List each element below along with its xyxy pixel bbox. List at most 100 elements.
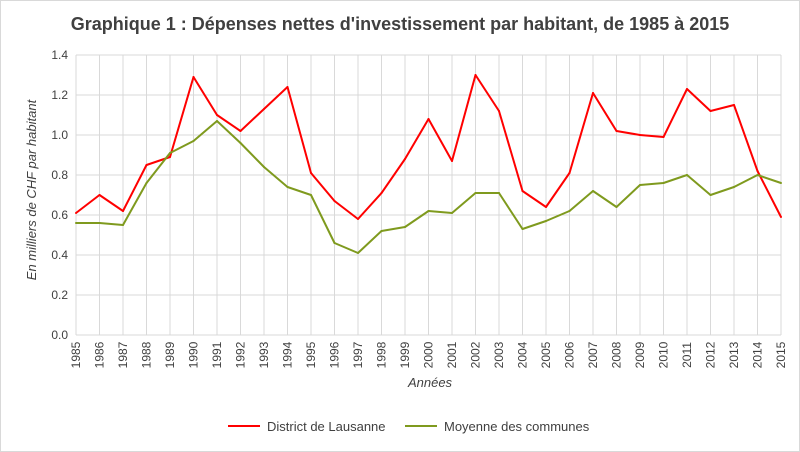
x-tick-label: 2014 [751, 341, 765, 368]
data-point [333, 242, 336, 244]
x-tick-label: 2003 [492, 341, 506, 368]
data-point [733, 104, 735, 106]
data-point [239, 142, 242, 144]
x-tick-label: 1987 [116, 341, 130, 368]
data-point [427, 210, 430, 212]
x-tick-label: 1986 [93, 341, 107, 368]
y-tick-label: 0.6 [51, 208, 68, 222]
data-point [310, 194, 312, 196]
x-tick-label: 2005 [539, 341, 553, 368]
x-tick-label: 1994 [281, 341, 295, 368]
data-point [216, 120, 218, 122]
data-point [333, 200, 336, 202]
data-point [380, 230, 383, 232]
data-point [145, 164, 148, 166]
x-tick-label: 1997 [351, 341, 365, 368]
data-point [263, 166, 265, 168]
data-point [169, 156, 171, 158]
data-point [239, 130, 242, 132]
data-point [686, 88, 688, 90]
x-tick-label: 2001 [445, 341, 459, 368]
data-point [216, 114, 218, 116]
x-tick-label: 2013 [727, 341, 741, 368]
data-point [145, 182, 148, 184]
legend-label: District de Lausanne [267, 419, 386, 434]
gridlines [75, 54, 782, 336]
data-point [521, 228, 524, 230]
data-point [404, 226, 406, 228]
data-point [615, 130, 618, 132]
y-tick-label: 1.0 [51, 128, 68, 142]
y-tick-label: 1.2 [51, 88, 68, 102]
y-tick-labels: 0.0 0.2 0.4 0.6 0.8 1.0 1.2 1.4 [51, 48, 68, 342]
data-point [192, 76, 195, 78]
x-tick-label: 2010 [657, 341, 671, 368]
data-point [98, 222, 101, 224]
data-point [756, 174, 759, 176]
x-tick-label: 1993 [257, 341, 271, 368]
data-point [427, 118, 430, 120]
data-point [592, 92, 594, 94]
legend-label: Moyenne des communes [444, 419, 590, 434]
data-point [451, 160, 453, 162]
data-point [780, 216, 782, 218]
x-tick-label: 2004 [516, 341, 530, 368]
data-point [404, 158, 406, 160]
data-point [122, 210, 124, 212]
data-point [286, 186, 289, 188]
y-tick-label: 1.4 [51, 48, 68, 62]
x-tick-label: 1992 [234, 341, 248, 368]
x-tick-label: 2015 [774, 341, 788, 368]
x-axis-label: Années [407, 375, 453, 390]
legend: District de Lausanne Moyenne des communes [228, 419, 590, 434]
x-tick-label: 2012 [704, 341, 718, 368]
data-point [474, 74, 477, 76]
data-point [592, 190, 594, 192]
data-point [380, 192, 383, 194]
data-point [357, 218, 359, 220]
y-axis-label: En milliers de CHF par habitant [24, 98, 39, 280]
x-tick-label: 2011 [680, 342, 694, 368]
x-tick-label: 1988 [140, 341, 154, 368]
x-tick-label: 1998 [375, 341, 389, 368]
x-tick-label: 1996 [328, 341, 342, 368]
x-tick-label: 2002 [469, 341, 483, 368]
data-point [122, 224, 124, 226]
x-tick-label: 2008 [610, 341, 624, 368]
data-point [451, 212, 453, 214]
data-point [192, 140, 195, 142]
data-point [545, 206, 547, 208]
data-point [474, 192, 477, 194]
data-point [545, 220, 547, 222]
data-point [169, 152, 171, 154]
data-point [568, 172, 571, 174]
y-tick-label: 0.2 [51, 288, 68, 302]
x-tick-label: 1985 [69, 341, 83, 368]
y-tick-label: 0.8 [51, 168, 68, 182]
x-tick-label: 2000 [422, 341, 436, 368]
x-tick-label: 1995 [304, 341, 318, 368]
x-tick-labels: 1985 1986 1987 1988 1989 1990 1991 1992 1993 1994… [69, 341, 788, 368]
x-tick-label: 1989 [163, 341, 177, 368]
data-point [662, 182, 665, 184]
data-point [568, 210, 571, 212]
x-tick-label: 2009 [633, 341, 647, 368]
data-point [615, 206, 618, 208]
data-point [75, 222, 77, 224]
data-point [498, 110, 500, 112]
data-point [286, 86, 289, 88]
y-tick-label: 0.0 [51, 328, 68, 342]
data-point [756, 170, 759, 172]
data-point [709, 110, 712, 112]
data-point [733, 186, 735, 188]
x-tick-label: 1999 [398, 341, 412, 368]
data-point [709, 194, 712, 196]
data-point [357, 252, 359, 254]
y-tick-label: 0.4 [51, 248, 68, 262]
data-point [98, 194, 101, 196]
x-tick-label: 2006 [563, 341, 577, 368]
data-point [263, 108, 265, 110]
data-point [639, 134, 641, 136]
